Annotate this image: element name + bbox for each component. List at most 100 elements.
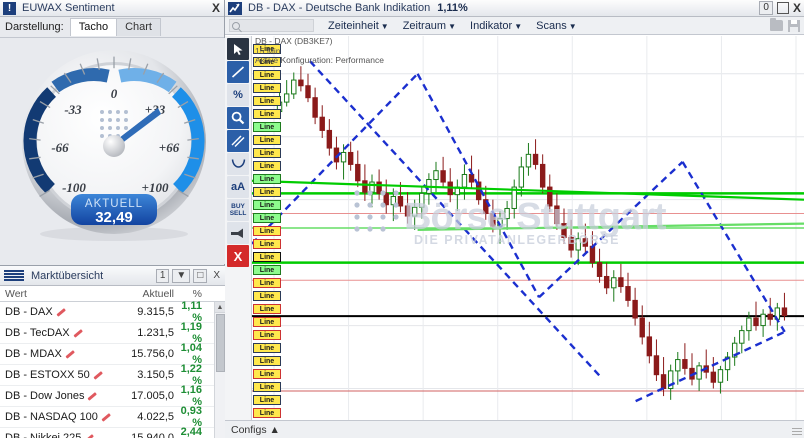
line-tag[interactable]: Line [253, 278, 281, 288]
chart-plot-area[interactable]: DB - DAX (DB3KE7) 15 Min Aktive Konfigur… [252, 36, 804, 420]
line-tag[interactable]: Line [253, 83, 281, 93]
chart-svg [252, 36, 804, 420]
configs-button[interactable]: Configs ▲ [231, 423, 280, 436]
search-input[interactable] [229, 19, 314, 32]
table-row[interactable]: DB - NASDAQ 100 4.022,5 0,93 % [0, 405, 225, 429]
buy-sell-tool[interactable]: BUY SELL [227, 199, 249, 221]
tab-tacho[interactable]: Tacho [69, 18, 118, 36]
column-header-wert[interactable]: Wert [5, 287, 27, 300]
percent-tool[interactable]: % [227, 84, 249, 106]
line-tag[interactable]: Line [253, 382, 281, 392]
line-tag[interactable]: Line [253, 148, 281, 158]
save-icon[interactable] [788, 19, 800, 32]
count-badge[interactable]: 0 [759, 1, 773, 15]
delete-tool[interactable]: X [227, 245, 249, 267]
scrollbar-thumb[interactable] [216, 314, 225, 372]
line-tag[interactable]: Line [253, 122, 281, 132]
line-tag[interactable]: Line [253, 265, 281, 275]
scroll-up-icon[interactable]: ▲ [215, 302, 225, 313]
edit-pencil-icon[interactable] [84, 433, 93, 438]
line-tag[interactable]: Line [253, 109, 281, 119]
row-name: DB - NASDAQ 100 [0, 411, 98, 423]
gauge-label-minus100: -100 [62, 180, 86, 195]
gauge-current-value: 32,49 [95, 209, 133, 226]
close-icon[interactable]: X [211, 1, 220, 15]
menu-scans[interactable]: Scans ▼ [536, 19, 577, 32]
darstellung-tabs: Darstellung: Tacho Chart [0, 17, 224, 38]
line-tag[interactable]: Line [253, 200, 281, 210]
line-tag[interactable]: Line [253, 161, 281, 171]
row-value: 17.005,0 [131, 390, 174, 402]
alert-megaphone-tool[interactable] [227, 222, 249, 244]
row-pct: 1,04 % [180, 342, 202, 366]
column-header-pct[interactable]: % [192, 287, 202, 300]
chevron-down-icon: ▼ [568, 21, 577, 31]
row-value: 1.231,5 [137, 327, 174, 339]
edit-pencil-icon[interactable] [87, 391, 96, 400]
edit-pencil-icon[interactable] [93, 370, 102, 379]
line-tag[interactable]: Line [253, 252, 281, 262]
menu-icon[interactable] [4, 269, 24, 282]
line-tag[interactable]: Line [253, 213, 281, 223]
line-tag[interactable]: Line [253, 135, 281, 145]
curve-tool[interactable] [227, 153, 249, 175]
parallel-lines-tool[interactable] [227, 130, 249, 152]
table-row[interactable]: DB - Nikkei 225 15.940,0 2,44 % [0, 426, 225, 438]
menu-indikator[interactable]: Indikator ▼ [470, 19, 523, 32]
line-tag[interactable]: Line [253, 174, 281, 184]
edit-pencil-icon[interactable] [101, 412, 110, 421]
restore-icon[interactable]: □ [193, 268, 208, 283]
menu-zeiteinheit[interactable]: Zeiteinheit ▼ [328, 19, 389, 32]
chart-window-titlebar: DB - DAX - Deutsche Bank Indikation 1,11… [225, 0, 804, 17]
gauge-label-minus33: -33 [64, 102, 82, 117]
close-icon[interactable]: X [213, 270, 220, 281]
line-tag[interactable]: Line [253, 343, 281, 353]
line-tag[interactable]: Line [253, 187, 281, 197]
line-tag[interactable]: Line [253, 304, 281, 314]
restore-icon[interactable] [776, 2, 789, 14]
folder-icon[interactable] [770, 18, 783, 31]
table-row[interactable]: DB - TecDAX 1.231,5 1,19 % [0, 321, 225, 345]
chart-panel: DB - DAX - Deutsche Bank Indikation 1,11… [225, 0, 804, 438]
gauge-aktuell-label: AKTUELL [85, 198, 143, 210]
trendline-tool[interactable] [227, 61, 249, 83]
line-tag[interactable]: Line [253, 395, 281, 405]
line-tag[interactable]: Line [253, 408, 281, 418]
line-tag[interactable]: Line [253, 356, 281, 366]
chevron-down-icon[interactable]: ▼ [172, 268, 191, 283]
market-overview-titlebar: Marktübersicht 1 ▼ □ X [0, 266, 225, 286]
row-name: DB - MDAX [0, 348, 96, 360]
chart-change-pct: 1,11% [437, 2, 468, 14]
line-tag[interactable]: Line [253, 44, 281, 54]
line-tag[interactable]: Line [253, 317, 281, 327]
chart-icon [228, 1, 242, 15]
edit-pencil-icon[interactable] [73, 328, 82, 337]
tab-chart[interactable]: Chart [116, 18, 161, 36]
line-tag[interactable]: Line [253, 57, 281, 67]
table-row[interactable]: DB - MDAX 15.756,0 1,04 % [0, 342, 225, 366]
table-row[interactable]: DB - DAX 9.315,5 1,11 % [0, 300, 225, 324]
edit-pencil-icon[interactable] [56, 307, 65, 316]
line-tag[interactable]: Line [253, 291, 281, 301]
resize-grip[interactable] [792, 426, 802, 436]
close-icon[interactable]: X [792, 1, 801, 15]
table-scrollbar[interactable]: ▲ [214, 302, 225, 438]
count-badge[interactable]: 1 [155, 268, 170, 283]
line-tag[interactable]: Line [253, 96, 281, 106]
line-tag[interactable]: Line [253, 239, 281, 249]
line-tag[interactable]: Line [253, 330, 281, 340]
table-row[interactable]: DB - Dow Jones 17.005,0 1,16 % [0, 384, 225, 408]
line-tag[interactable]: Line [253, 226, 281, 236]
menu-zeitraum[interactable]: Zeitraum ▼ [402, 19, 457, 32]
table-row[interactable]: DB - ESTOXX 50 3.150,5 1,22 % [0, 363, 225, 387]
caret-up-icon: ▲ [269, 423, 280, 436]
row-value: 15.940,0 [131, 432, 174, 438]
line-tag[interactable]: Line [253, 70, 281, 80]
cursor-tool[interactable] [227, 38, 249, 60]
column-header-aktuell[interactable]: Aktuell [142, 287, 174, 300]
zoom-tool[interactable] [227, 107, 249, 129]
edit-pencil-icon[interactable] [65, 349, 74, 358]
row-value: 3.150,5 [137, 369, 174, 381]
line-tag[interactable]: Line [253, 369, 281, 379]
text-tool[interactable]: aA [227, 176, 249, 198]
